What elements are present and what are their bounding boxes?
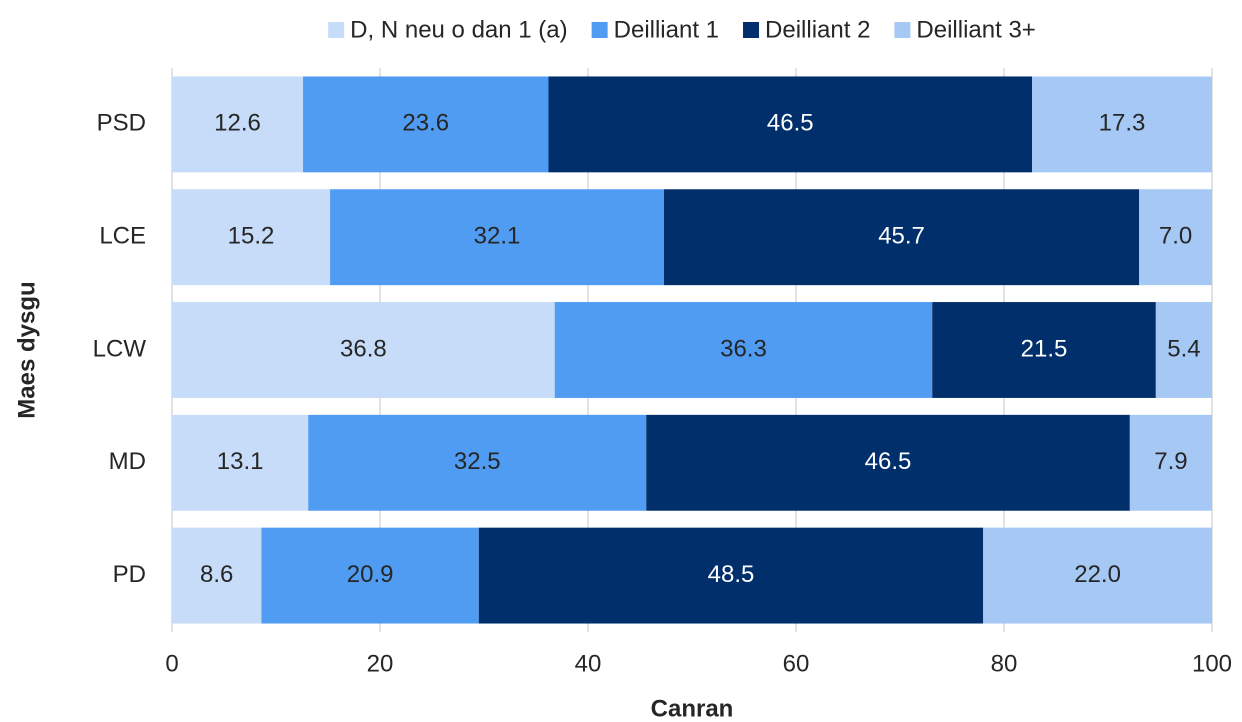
bar-segment [303,76,549,173]
bar-segment [172,527,262,624]
bar-segment [330,189,664,286]
data-label: 7.0 [1159,223,1192,250]
bar-segment [1139,189,1212,286]
x-tick-label: 100 [1192,650,1232,677]
bar-segment [1129,414,1212,511]
bar-segment [932,302,1156,398]
y-axis-title: Maes dysgu [13,281,40,418]
bar-segment [663,189,1140,286]
legend-swatch [591,22,608,38]
legend-swatch [894,22,911,38]
x-tick-label: 60 [783,650,810,677]
data-label: 36.3 [720,335,767,362]
data-label: 46.5 [767,110,814,137]
data-label: 36.8 [340,335,387,362]
data-label: 15.2 [228,223,275,250]
bar-segment [983,527,1212,624]
data-label: 22.0 [1074,561,1121,588]
data-label: 17.3 [1099,110,1146,137]
bar-segment [554,302,933,398]
legend-swatch [743,22,760,38]
data-label: 32.5 [454,448,501,475]
bar-segment [548,76,1033,173]
data-label: 13.1 [217,448,264,475]
data-label: 46.5 [865,448,912,475]
bar-segment [172,76,304,173]
y-tick-label: MD [109,448,146,475]
data-label: 7.9 [1154,448,1187,475]
bar-segment [172,302,555,398]
bar-segment [646,414,1130,511]
data-label: 23.6 [402,110,449,137]
data-label: 21.5 [1021,335,1068,362]
legend-label: Deilliant 1 [614,16,719,43]
y-tick-label: LCW [93,335,147,362]
x-tick-label: 20 [367,650,394,677]
bar-segment [1155,302,1212,398]
x-axis-title: Canran [651,695,734,722]
bar-segment [261,527,479,624]
x-tick-label: 80 [991,650,1018,677]
data-label: 32.1 [474,223,521,250]
y-tick-label: PSD [97,110,146,137]
bar-segment [172,189,331,286]
x-tick-label: 0 [165,650,178,677]
data-label: 12.6 [214,110,261,137]
data-label: 48.5 [708,561,755,588]
y-tick-label: LCE [99,223,146,250]
legend-label: D, N neu o dan 1 (a) [350,16,567,43]
legend-swatch [328,22,345,38]
data-label: 45.7 [878,223,925,250]
bar-segment [172,414,309,511]
legend: D, N neu o dan 1 (a) Deilliant 1 Deilliant… [328,16,1036,43]
legend-label: Deilliant 3+ [916,16,1035,43]
bar-segment [1032,76,1212,173]
x-tick-label: 40 [575,650,602,677]
legend-label: Deilliant 2 [765,16,870,43]
y-tick-label: PD [113,561,146,588]
data-label: 5.4 [1167,335,1200,362]
bar-segment [478,527,984,624]
bar-segment [308,414,647,511]
data-label: 8.6 [200,561,233,588]
data-label: 20.9 [347,561,394,588]
